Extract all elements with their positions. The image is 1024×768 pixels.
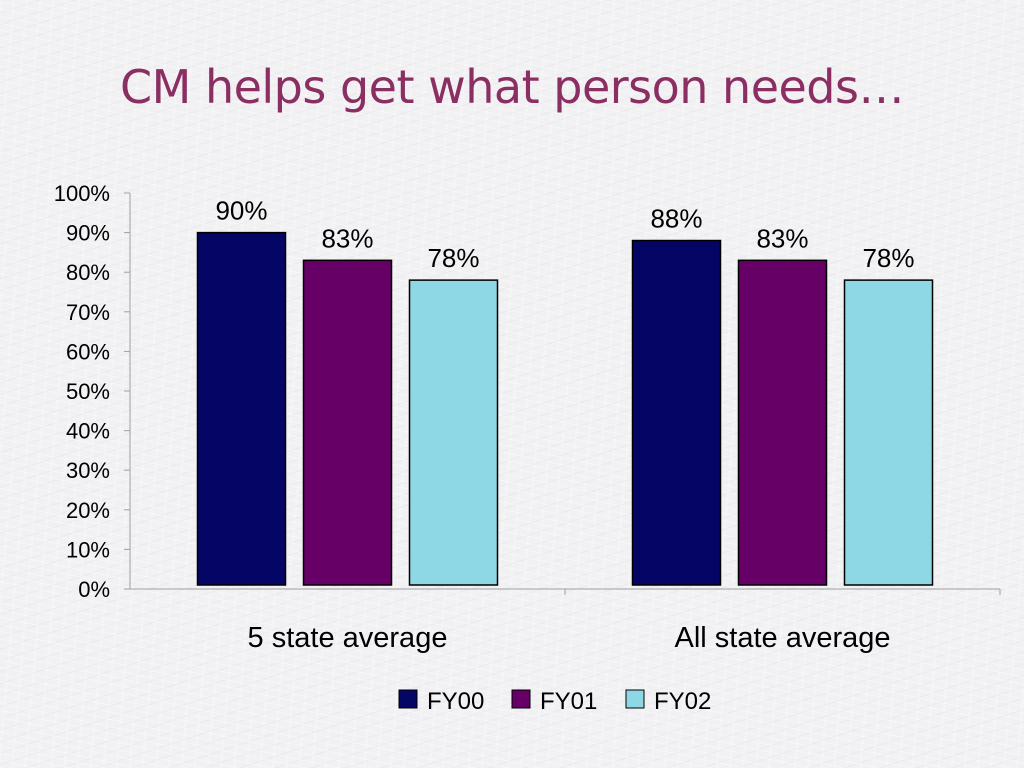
y-tick-label: 40% — [66, 419, 110, 444]
bar-fy00 — [631, 239, 722, 586]
legend-swatch-fy02 — [625, 689, 645, 709]
y-tick-label: 70% — [66, 300, 110, 325]
data-label: 88% — [650, 204, 702, 234]
page-title: CM helps get what person needs… — [120, 60, 904, 114]
legend-label: FY02 — [654, 688, 711, 715]
y-tick-label: 80% — [66, 260, 110, 285]
legend-label: FY01 — [540, 688, 597, 715]
bar-fy02 — [843, 279, 934, 586]
x-category-label: 5 state average — [248, 622, 448, 654]
data-label: 78% — [862, 243, 914, 273]
y-tick-label: 90% — [66, 221, 110, 246]
y-tick-label: 100% — [54, 181, 110, 206]
bar-fy00 — [196, 231, 287, 586]
data-label: 83% — [321, 223, 373, 253]
y-tick-label: 20% — [66, 498, 110, 523]
bar-fy01 — [302, 259, 393, 586]
y-tick-label: 10% — [66, 537, 110, 562]
x-category-label: All state average — [674, 622, 890, 654]
data-label: 83% — [756, 223, 808, 253]
bar-fy02 — [408, 279, 499, 586]
y-tick-label: 0% — [78, 577, 110, 602]
legend-label: FY00 — [427, 688, 484, 715]
bar-fy01 — [737, 259, 828, 586]
legend-swatch-fy01 — [511, 689, 531, 709]
data-label: 78% — [427, 243, 479, 273]
data-label: 90% — [215, 196, 267, 226]
legend-swatch-fy00 — [398, 689, 418, 709]
y-tick-label: 50% — [66, 379, 110, 404]
y-tick-label: 60% — [66, 339, 110, 364]
y-tick-label: 30% — [66, 458, 110, 483]
